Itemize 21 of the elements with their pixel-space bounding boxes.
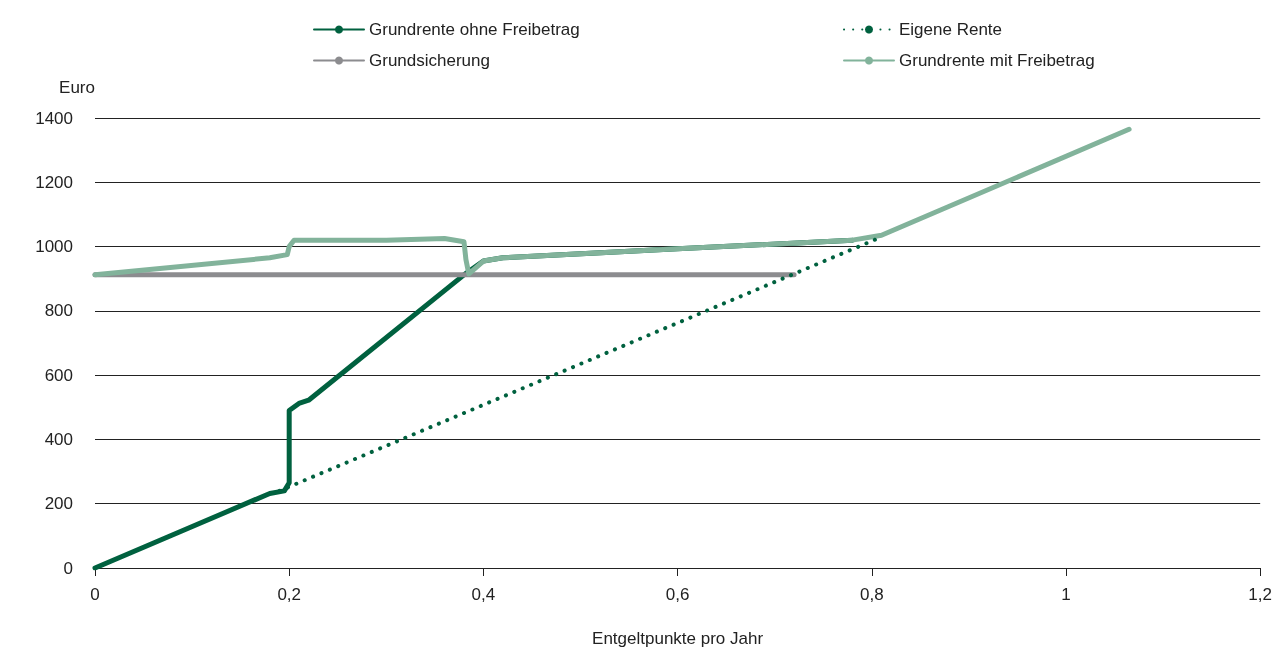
y-tick-label: 600 — [44, 365, 73, 385]
y-axis-title: Euro — [59, 78, 95, 97]
x-tick-label: 0,8 — [859, 585, 884, 604]
x-tick-label: 0,4 — [471, 585, 496, 604]
y-tick-label: 400 — [44, 429, 73, 449]
y-tick-label: 800 — [44, 301, 73, 321]
legend-label: Eigene Rente — [899, 20, 1003, 39]
y-tick-label: 1400 — [35, 108, 73, 128]
legend-label: Grundrente ohne Freibetrag — [369, 20, 580, 39]
x-axis-title: Entgeltpunkte pro Jahr — [592, 629, 764, 648]
legend-label: Grundsicherung — [369, 51, 490, 70]
x-tick-label: 0 — [90, 585, 100, 604]
x-tick-label: 0,2 — [277, 585, 302, 604]
x-tick-label: 1,2 — [1248, 585, 1272, 604]
y-tick-label: 0 — [63, 558, 73, 578]
x-tick-label: 0,6 — [665, 585, 690, 604]
y-tick-label: 1200 — [35, 172, 73, 192]
x-tick-label: 1 — [1061, 585, 1071, 604]
y-tick-label: 200 — [44, 494, 73, 514]
legend-label: Grundrente mit Freibetrag — [899, 51, 1095, 70]
y-tick-label: 1000 — [35, 237, 73, 257]
